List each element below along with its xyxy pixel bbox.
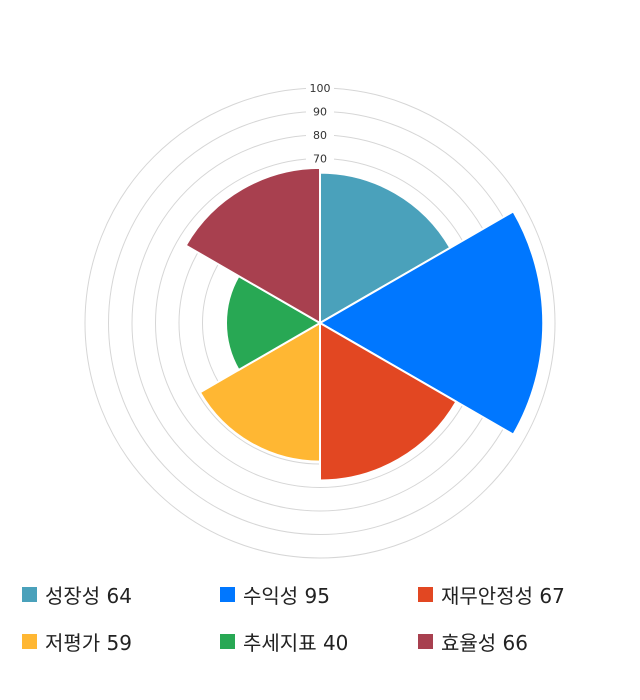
- legend-swatch: [220, 587, 235, 602]
- legend-label: 수익성 95: [243, 584, 331, 608]
- tick-label: 70: [313, 153, 327, 166]
- tick-label: 90: [313, 106, 327, 119]
- tick-label: 100: [310, 82, 331, 95]
- segment-4: [198, 321, 321, 463]
- legend-swatch: [418, 587, 433, 602]
- legend-swatch: [22, 634, 37, 649]
- tick-label: 80: [313, 129, 327, 142]
- legend-swatch: [22, 587, 37, 602]
- tick-label-bg: [306, 81, 334, 94]
- legend-item[interactable]: 추세지표 40: [220, 627, 348, 656]
- legend-item[interactable]: 성장성 64: [22, 580, 132, 609]
- legend-label: 추세지표 40: [243, 631, 349, 655]
- segment-2: [318, 210, 545, 436]
- legend-label: 효율성 66: [441, 631, 529, 655]
- tick-label-bg: [306, 128, 334, 141]
- legend-label: 저평가 59: [45, 631, 133, 655]
- legend-item[interactable]: 재무안정성 67: [418, 580, 565, 609]
- tick-label-bg: [306, 151, 334, 165]
- segment-3: [319, 321, 458, 482]
- legend-label: 성장성 64: [45, 584, 133, 608]
- legend-swatch: [220, 634, 235, 649]
- legend-item[interactable]: 저평가 59: [22, 627, 132, 656]
- segment-1: [319, 171, 452, 325]
- segment-5: [225, 274, 322, 372]
- segment-6: [184, 166, 321, 325]
- tick-label-bg: [306, 104, 334, 118]
- legend-label: 재무안정성 67: [441, 584, 565, 608]
- legend-item[interactable]: 수익성 95: [220, 580, 330, 609]
- polar-area-chart: 70 80 90 100: [84, 81, 556, 559]
- legend-item[interactable]: 효율성 66: [418, 627, 528, 656]
- legend-swatch: [418, 634, 433, 649]
